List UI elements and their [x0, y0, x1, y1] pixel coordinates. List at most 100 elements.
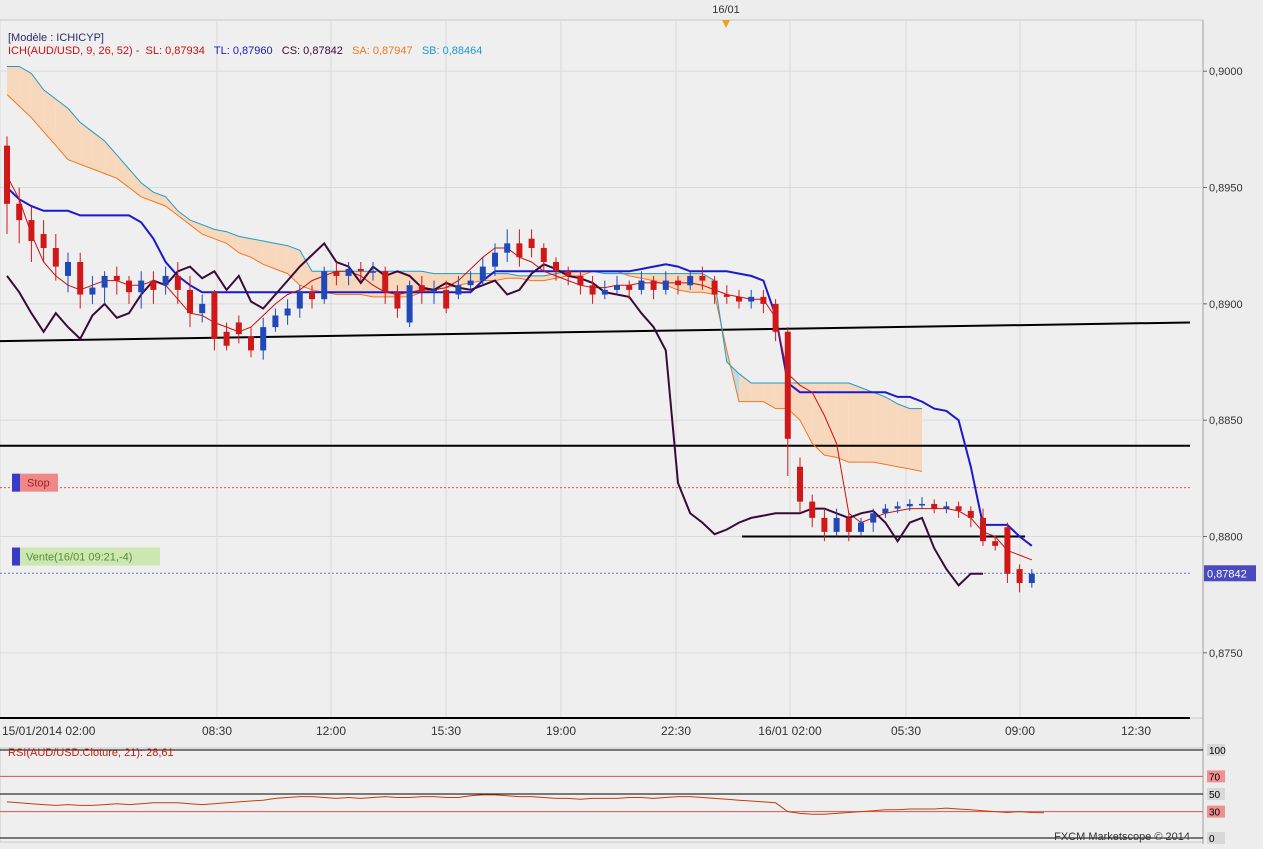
candle-body [955, 506, 962, 511]
cloud-segment [824, 382, 837, 458]
x-tick-label: 08:30 [202, 724, 232, 738]
candle-body [638, 280, 645, 290]
cloud-segment [19, 66, 32, 118]
cloud-segment [238, 236, 251, 258]
candle-body [443, 289, 450, 309]
candle-body [65, 261, 71, 276]
candle-body [504, 243, 511, 253]
y-tick-label: 0,9000 [1209, 66, 1243, 78]
cloud-segment [885, 396, 898, 467]
candle-body [906, 503, 913, 507]
candle-body [894, 506, 901, 509]
cloud-segment [141, 182, 154, 202]
candle-body [187, 289, 193, 314]
cloud-segment [470, 273, 483, 283]
candle-body [138, 280, 145, 293]
x-tick-label: 22:30 [661, 724, 691, 738]
candle-body [723, 294, 730, 297]
candle-body [748, 296, 755, 302]
sell-label-box [20, 547, 160, 566]
cloud-segment [873, 392, 886, 465]
candle-body [833, 517, 840, 532]
candle-body [626, 285, 633, 290]
rsi-level-box [1207, 770, 1225, 783]
candle-body [272, 315, 279, 328]
candle-body [126, 280, 132, 293]
y-tick-label: 0,8850 [1209, 415, 1243, 427]
candle-body [601, 289, 608, 295]
candle-body [345, 268, 352, 276]
candle-body [821, 517, 828, 532]
candle-body [260, 327, 267, 351]
cloud-segment [531, 275, 544, 281]
tl-value: TL: 0,87960 [213, 45, 273, 57]
y-tick-label: 0,8750 [1209, 648, 1243, 660]
cloud-segment [556, 271, 569, 279]
candle-body [248, 336, 254, 351]
rsi-label: RSI(AUD/USD.Cloture, 21): 28,61 [8, 747, 174, 759]
candle-body [736, 296, 742, 302]
candle-body [357, 268, 364, 272]
cloud-segment [690, 273, 703, 293]
cloud-segment [275, 243, 288, 274]
x-tick-label: 05:30 [891, 724, 921, 738]
candle-body [455, 285, 462, 295]
ichimoku-cloud [7, 66, 922, 472]
x-tick-label: 12:00 [316, 724, 346, 738]
rsi-panel: 100 70 50 30 0 RSI(AUD/USD.Cloture, 21): 28,6… [0, 744, 1226, 845]
candle-body [662, 280, 669, 290]
candle-body [614, 285, 620, 290]
cloud-segment [263, 241, 276, 269]
x-tick-label: 16/01 02:00 [758, 724, 822, 738]
cloud-segment [92, 131, 105, 174]
x-tick-label: 19:00 [546, 724, 576, 738]
cs-value: CS: 0,87842 [281, 45, 343, 57]
last-price-badge [1204, 565, 1256, 582]
chikou-span-line [6, 241, 983, 587]
cloud-segment [543, 273, 556, 281]
rsi-level-box [1207, 744, 1225, 756]
candle-body [931, 503, 938, 509]
cloud-segment [909, 408, 922, 472]
x-tick-label: 09:00 [1005, 724, 1035, 738]
cloud-segment [763, 382, 776, 409]
candle-body [1028, 573, 1035, 584]
cloud-segment [897, 403, 910, 470]
price-panel [0, 19, 1204, 719]
y-tick-label: 0,8800 [1209, 532, 1243, 544]
axes: 16/01 0,9000 0,8950 0,8900 0,8850 0,8800 0,875… [2, 4, 1256, 738]
rsi-level-label: 0 [1209, 834, 1215, 844]
cloud-segment [495, 273, 508, 281]
candle-body [980, 517, 986, 542]
cloud-segment [458, 273, 471, 286]
trendline [0, 321, 1191, 343]
last-price-label: 0,87842 [1207, 568, 1247, 580]
cloud-segment [116, 154, 129, 188]
candle-body [16, 203, 23, 221]
candle-body [650, 280, 657, 290]
candle-body [309, 292, 315, 300]
candle-body [431, 289, 437, 293]
sell-label: Vente(16/01 09:21,-4) [26, 552, 132, 564]
candle-body [113, 275, 120, 281]
cloud-segment [287, 245, 300, 286]
cloud-segment [385, 271, 398, 297]
rsi-level-label: 100 [1209, 746, 1226, 757]
cloud-segment [165, 196, 178, 216]
date-marker: 16/01 [712, 4, 740, 16]
cloud-segment [177, 210, 190, 225]
candle-body [1016, 569, 1023, 584]
price-grid [0, 19, 1204, 844]
model-label-text: [Modèle : ICHICYP] [8, 32, 104, 44]
candle-body [1004, 527, 1011, 574]
candle-body [797, 466, 803, 502]
candle-body [565, 271, 572, 276]
cloud-segment [751, 382, 764, 402]
candle-body [870, 513, 877, 523]
senkou-b-line [7, 66, 922, 410]
sell-flag-icon [12, 547, 20, 566]
rsi-level-box [1207, 832, 1225, 844]
candle-body [418, 285, 425, 293]
cloud-segment [848, 382, 861, 463]
